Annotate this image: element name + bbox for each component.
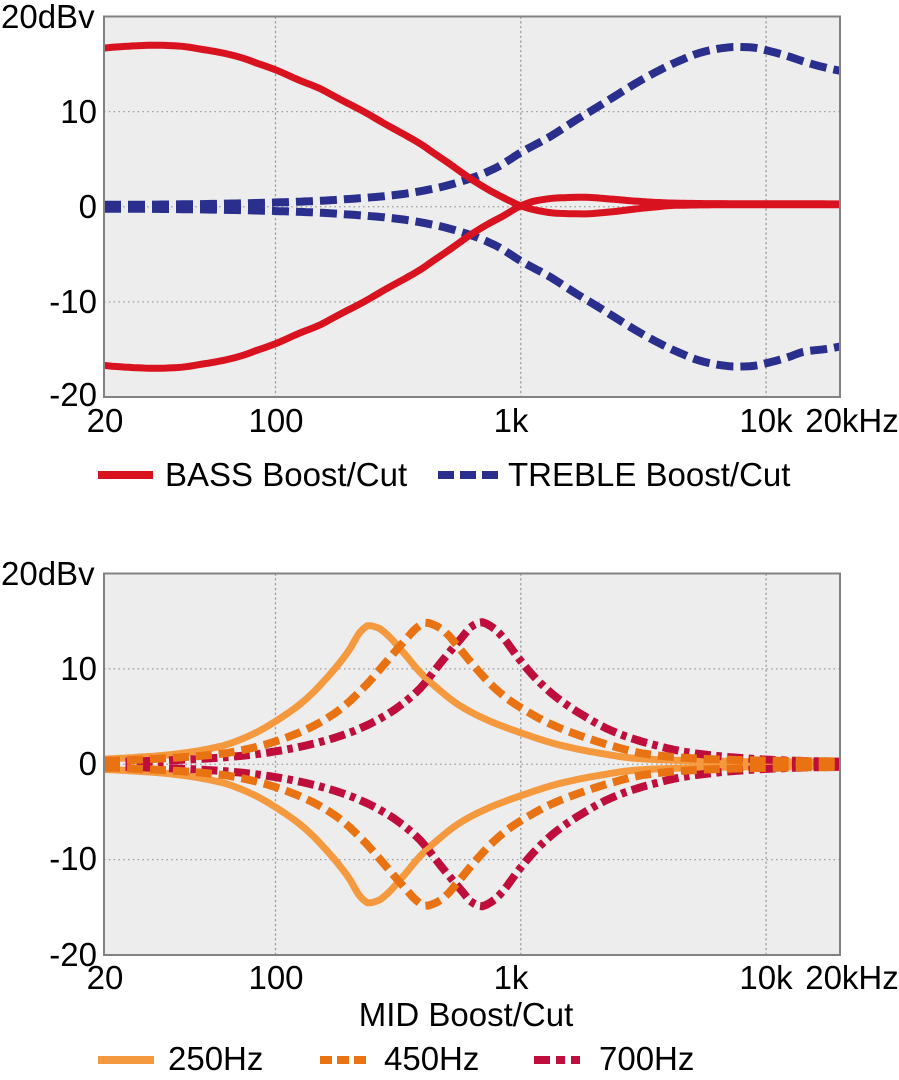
svg-text:20kHz: 20kHz: [805, 402, 899, 439]
svg-text:20: 20: [87, 402, 124, 439]
svg-text:1k: 1k: [494, 402, 529, 439]
svg-text:450Hz: 450Hz: [384, 1040, 479, 1077]
svg-text:10k: 10k: [739, 959, 793, 996]
svg-text:100: 100: [248, 402, 303, 439]
svg-text:100: 100: [248, 959, 303, 996]
svg-text:BASS Boost/Cut: BASS Boost/Cut: [165, 456, 407, 493]
svg-text:10: 10: [60, 650, 97, 687]
svg-text:20dBv: 20dBv: [1, 0, 95, 35]
svg-text:20dBv: 20dBv: [1, 555, 95, 592]
svg-text:250Hz: 250Hz: [168, 1040, 263, 1077]
svg-text:TREBLE Boost/Cut: TREBLE Boost/Cut: [508, 456, 790, 493]
svg-text:-10: -10: [49, 840, 97, 877]
svg-text:0: 0: [79, 745, 97, 782]
svg-text:MID Boost/Cut: MID Boost/Cut: [359, 996, 574, 1033]
svg-text:10: 10: [60, 93, 97, 130]
svg-text:1k: 1k: [494, 959, 529, 996]
svg-text:20kHz: 20kHz: [805, 959, 899, 996]
svg-text:10k: 10k: [739, 402, 793, 439]
svg-text:-10: -10: [49, 283, 97, 320]
svg-text:20: 20: [87, 959, 124, 996]
svg-text:700Hz: 700Hz: [599, 1040, 694, 1077]
svg-text:0: 0: [79, 188, 97, 225]
svg-text:-20: -20: [49, 936, 97, 973]
svg-text:-20: -20: [49, 376, 97, 413]
